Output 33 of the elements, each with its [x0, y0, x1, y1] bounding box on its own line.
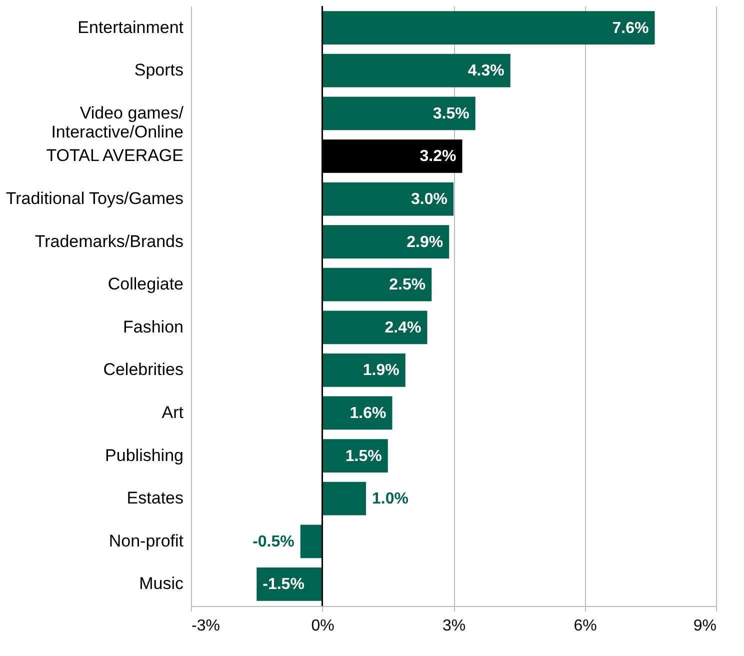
data-label: 7.6% — [612, 20, 649, 37]
data-label: 1.6% — [350, 404, 386, 422]
y-tick-label: Estates — [126, 488, 184, 508]
x-tick-label: 3% — [442, 618, 466, 634]
y-tick-label: Entertainment — [78, 18, 184, 37]
y-tick-label: Art — [162, 402, 184, 422]
y-tick-label: Publishing — [105, 446, 184, 465]
y-tick-label: Collegiate — [108, 274, 184, 294]
data-label: 4.3% — [468, 62, 504, 80]
x-tick-label: 6% — [574, 618, 597, 634]
y-tick-label: Fashion — [123, 317, 184, 336]
y-tick-label: Trademarks/Brands — [34, 232, 184, 251]
data-label: 3.2% — [420, 148, 456, 166]
data-label: 3.5% — [432, 105, 470, 122]
y-tick-label: Video games/ Interactive/Online — [51, 103, 184, 142]
data-label: 3.0% — [411, 191, 448, 208]
data-label: 1.5% — [345, 448, 382, 465]
y-tick-label: Music — [139, 574, 184, 594]
y-tick-label: TOTAL AVERAGE — [46, 146, 184, 166]
data-label: 2.4% — [384, 319, 422, 336]
y-tick-label: Celebrities — [103, 360, 184, 380]
x-tick-label: 0% — [311, 618, 334, 634]
x-tick-label: 9% — [693, 618, 716, 634]
data-label: 2.5% — [389, 276, 426, 294]
y-tick-label: Traditional Toys/Games — [6, 189, 184, 208]
data-label: -1.5% — [262, 576, 304, 594]
data-label: 1.0% — [372, 490, 408, 508]
y-tick-label: Non-profit — [108, 531, 184, 550]
data-label: 2.9% — [406, 234, 444, 251]
x-tick-label: -3% — [192, 618, 220, 634]
data-label: -0.5% — [252, 533, 294, 550]
y-tick-label: Sports — [134, 60, 184, 80]
data-label: 1.9% — [362, 362, 400, 380]
